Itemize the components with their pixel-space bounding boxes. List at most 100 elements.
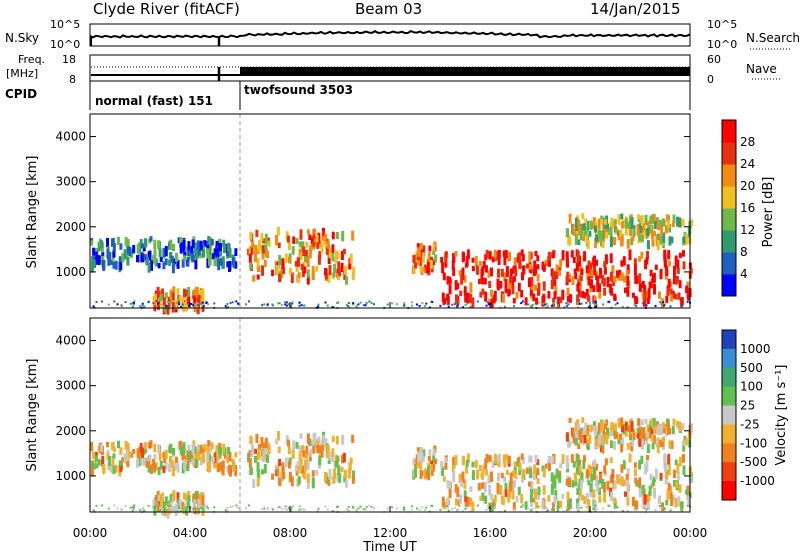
velocity-cell <box>455 498 458 505</box>
velocity-cell <box>227 447 230 454</box>
x-tick-label: 16:00 <box>473 526 508 540</box>
velocity-cell <box>542 507 544 509</box>
power-cell <box>363 304 365 306</box>
velocity-cell <box>217 463 220 472</box>
power-cell <box>595 275 598 280</box>
velocity-cell <box>626 480 629 491</box>
power-cell <box>641 235 644 242</box>
velocity-cell <box>341 435 344 445</box>
power-cell <box>249 232 252 240</box>
power-cell <box>158 263 161 269</box>
velocity-colorbar-tick: 1000 <box>740 342 771 356</box>
power-colorbar-tick: 4 <box>740 267 748 281</box>
velocity-cell <box>548 456 551 463</box>
velocity-cell <box>456 487 459 497</box>
velocity-cell <box>172 448 175 455</box>
power-cell <box>119 262 122 270</box>
velocity-cell <box>593 474 596 480</box>
power-cell <box>610 253 613 263</box>
velocity-cell <box>278 459 281 466</box>
velocity-cell <box>472 462 475 468</box>
velocity-cell <box>454 507 456 509</box>
velocity-cell <box>595 505 597 507</box>
velocity-cell <box>610 440 613 448</box>
y-tick-label: 3000 <box>55 175 86 189</box>
power-cell <box>157 303 159 305</box>
velocity-cell <box>594 430 597 437</box>
power-cell <box>459 291 462 296</box>
power-cell <box>298 302 300 304</box>
velocity-cell <box>642 485 645 495</box>
power-cell <box>352 302 354 304</box>
power-cell <box>434 255 437 263</box>
power-cell <box>659 301 661 303</box>
velocity-cell <box>673 419 676 426</box>
power-cell <box>396 303 398 305</box>
velocity-cell <box>534 489 537 500</box>
power-cell <box>303 266 306 273</box>
velocity-cell <box>487 505 489 507</box>
x-tick-label: 08:00 <box>273 526 308 540</box>
velocity-cell <box>647 444 650 453</box>
power-cell <box>251 241 254 248</box>
velocity-cell <box>197 508 199 510</box>
velocity-cell <box>603 465 606 474</box>
power-cell <box>497 279 500 289</box>
velocity-cell <box>336 506 338 508</box>
velocity-cell <box>530 495 533 502</box>
velocity-cell <box>149 455 152 462</box>
y-tick-label: 4000 <box>55 334 86 348</box>
velocity-cell <box>527 508 529 510</box>
power-cell <box>634 265 637 276</box>
power-cell <box>172 263 175 274</box>
power-cell <box>586 265 589 273</box>
power-cell <box>159 303 161 305</box>
power-cell <box>281 258 284 268</box>
power-cell <box>484 292 487 302</box>
velocity-cell <box>237 507 239 509</box>
power-cell <box>601 275 604 284</box>
power-cell <box>299 241 302 247</box>
power-cell <box>420 266 423 273</box>
power-cell <box>336 232 339 239</box>
velocity-cell <box>343 453 346 463</box>
velocity-cell <box>153 463 156 472</box>
power-cell <box>296 238 299 244</box>
velocity-cell <box>286 505 288 507</box>
velocity-colorbar: 100050010025-25-100-500-1000 <box>722 330 775 501</box>
power-cell <box>644 290 647 301</box>
velocity-cell <box>302 451 305 458</box>
velocity-cell <box>172 490 175 501</box>
power-cell <box>635 297 638 304</box>
power-cell <box>172 244 175 250</box>
velocity-cell <box>588 435 591 444</box>
power-cell <box>298 305 300 307</box>
power-cell <box>595 306 597 308</box>
power-cell <box>554 291 557 299</box>
velocity-cell <box>462 456 465 465</box>
velocity-cell <box>667 424 670 435</box>
velocity-cell <box>620 444 623 453</box>
power-cell <box>566 275 569 283</box>
power-cell <box>538 283 541 294</box>
velocity-cell <box>632 497 635 507</box>
power-cell <box>271 270 274 277</box>
power-cell <box>366 302 368 304</box>
power-cell <box>610 222 613 228</box>
power-cell <box>203 305 205 307</box>
velocity-cell <box>92 452 95 459</box>
power-cell <box>177 288 180 294</box>
velocity-cell <box>352 506 354 508</box>
velocity-cell <box>117 507 119 509</box>
power-cell <box>575 234 578 245</box>
velocity-cell <box>299 445 302 453</box>
power-cell <box>621 273 624 281</box>
velocity-cell <box>670 492 673 498</box>
power-cell <box>202 249 205 257</box>
velocity-cell <box>345 480 348 487</box>
velocity-cell <box>683 441 686 447</box>
velocity-colorbar-segment <box>722 424 736 443</box>
velocity-colorbar-segment <box>722 349 736 368</box>
velocity-cell <box>674 498 677 508</box>
power-cell <box>132 245 135 253</box>
